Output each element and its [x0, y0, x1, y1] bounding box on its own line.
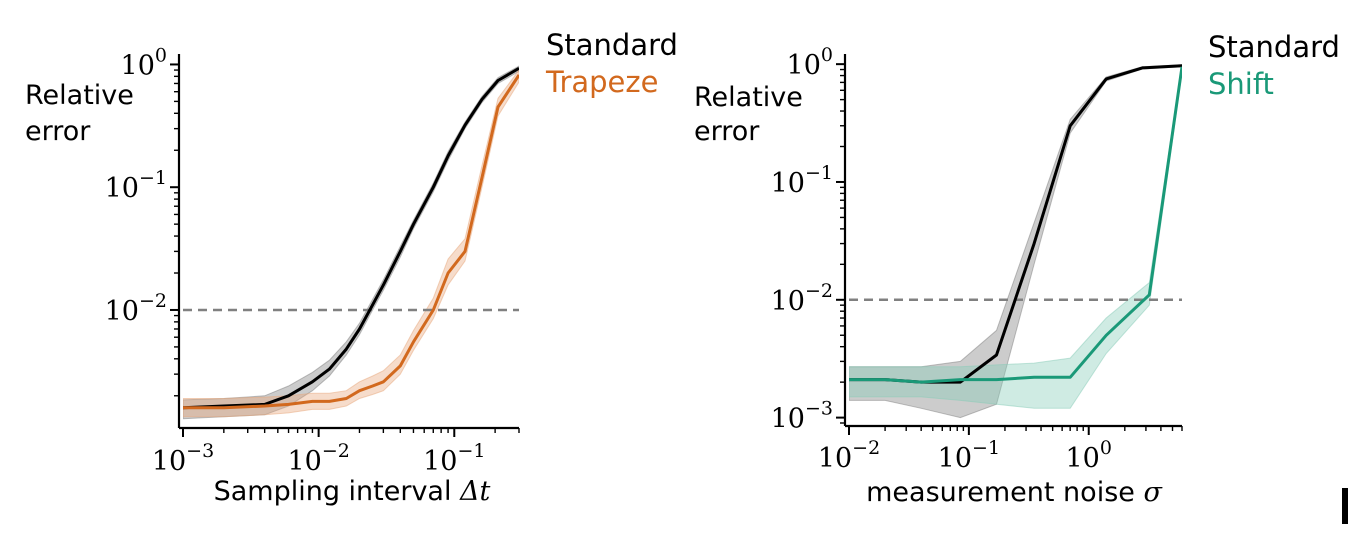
- x-tick-exp: −2: [852, 437, 880, 459]
- x-tick-exp: −1: [972, 437, 1000, 459]
- y-tick-base: 10: [105, 296, 139, 327]
- series-line-trapeze: [183, 74, 519, 410]
- series-line-standard: [183, 67, 519, 410]
- y-tick-base: 10: [787, 50, 821, 81]
- chart-sampling-interval: 10−3 10−2 10−110−210−1100RelativeerrorSamp…: [25, 28, 678, 507]
- y-tick-label: 10−1: [771, 162, 833, 199]
- y-axis-label: error: [694, 116, 760, 147]
- y-axis-label: Relative: [25, 80, 134, 111]
- y-axis-label: error: [25, 116, 91, 147]
- y-tick-exp: −1: [805, 162, 833, 184]
- x-tick-label: 10−2: [818, 437, 880, 474]
- x-axis-label: measurement noise σ: [866, 477, 1163, 508]
- y-tick-label: 10−2: [105, 290, 167, 327]
- x-axis-label-symbol: σ: [1143, 477, 1163, 508]
- legend-entry-standard: Standard: [1208, 30, 1340, 64]
- y-tick-base: 10: [771, 168, 805, 199]
- edge-marker: [1342, 488, 1348, 524]
- y-tick-label: 100: [787, 44, 833, 81]
- x-tick-label: 10−3: [152, 440, 214, 477]
- y-tick-label: 10−2: [771, 280, 833, 317]
- chart-measurement-noise: 10−2 10−1 10010−310−210−1100Relativeerrorm…: [694, 30, 1340, 508]
- band-shift: [849, 64, 1182, 409]
- legend-entry-shift: Shift: [1208, 67, 1274, 101]
- x-tick-base: 10: [287, 446, 321, 477]
- band-standard: [849, 64, 1182, 419]
- y-tick-exp: −2: [139, 290, 167, 312]
- x-tick-base: 10: [423, 446, 457, 477]
- legend-entry-trapeze: Trapeze: [545, 65, 658, 99]
- x-tick-exp: 0: [1100, 437, 1112, 459]
- x-axis-label-symbol: Δt: [459, 476, 490, 507]
- y-tick-base: 10: [771, 286, 805, 317]
- x-axis-label-text: Sampling interval: [214, 476, 460, 507]
- legend-entry-standard: Standard: [546, 28, 678, 62]
- y-tick-base: 10: [771, 404, 805, 435]
- y-axis-label: Relative: [694, 82, 803, 113]
- y-tick-exp: −3: [805, 398, 833, 420]
- y-tick-label: 100: [121, 44, 167, 81]
- x-tick-base: 10: [152, 446, 186, 477]
- x-tick-base: 10: [818, 443, 852, 474]
- x-tick-label: 10−1: [423, 440, 485, 477]
- x-tick-label: 100: [1066, 437, 1112, 474]
- plot-area: [849, 64, 1182, 419]
- x-tick-exp: −1: [457, 440, 485, 462]
- x-axis-label-text: measurement noise: [866, 477, 1143, 508]
- x-tick-base: 10: [1066, 443, 1100, 474]
- x-tick-label: 10−2: [287, 440, 349, 477]
- band-trapeze: [183, 69, 519, 418]
- y-tick-label: 10−1: [105, 167, 167, 204]
- y-tick-label: 10−3: [771, 398, 833, 435]
- x-tick-exp: −2: [322, 440, 350, 462]
- y-tick-base: 10: [121, 50, 155, 81]
- y-tick-base: 10: [105, 173, 139, 204]
- band-standard: [183, 65, 519, 420]
- y-tick-exp: 0: [821, 44, 833, 66]
- plot-area: [183, 65, 519, 420]
- x-tick-label: 10−1: [938, 437, 1000, 474]
- series-line-shift: [849, 66, 1182, 384]
- y-tick-exp: −1: [139, 167, 167, 189]
- y-tick-exp: −2: [805, 280, 833, 302]
- y-tick-exp: 0: [155, 44, 167, 66]
- x-axis-label: Sampling interval Δt: [214, 476, 491, 507]
- x-tick-exp: −3: [186, 440, 214, 462]
- x-tick-base: 10: [938, 443, 972, 474]
